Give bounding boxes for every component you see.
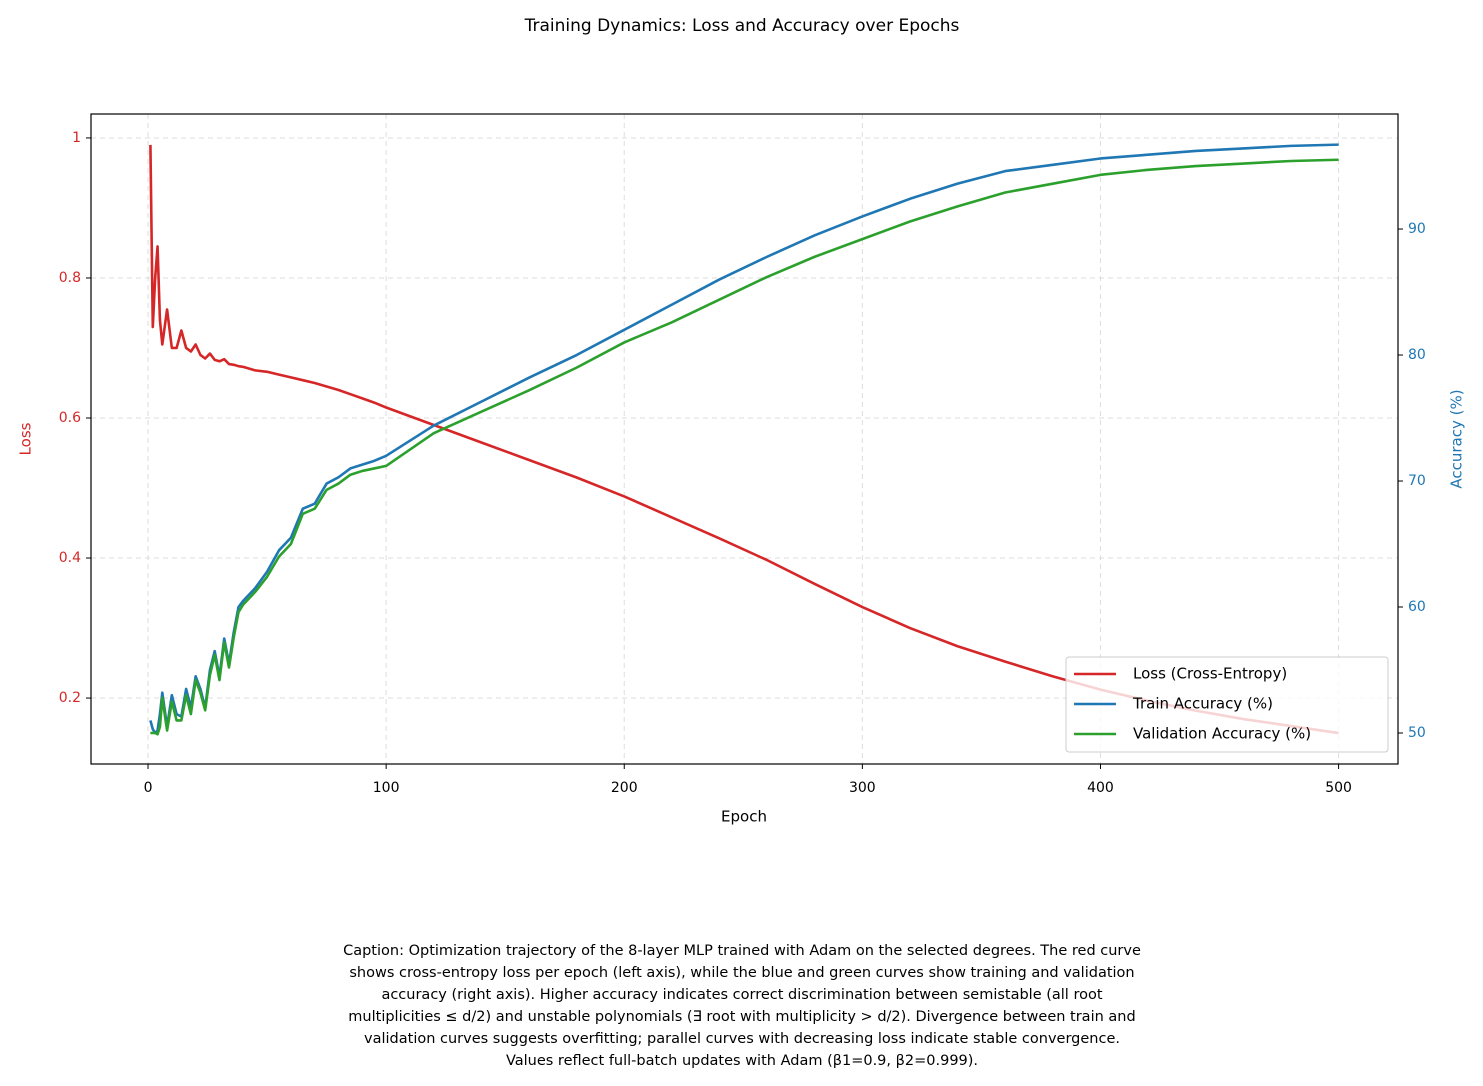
- legend-label: Train Accuracy (%): [1132, 695, 1273, 713]
- x-tick-label: 500: [1325, 780, 1352, 796]
- y2-axis-label: Accuracy (%): [1448, 389, 1466, 488]
- series-line: [149, 144, 1339, 735]
- x-axis-label: Epoch: [721, 808, 767, 826]
- y-tick-label: 1: [72, 130, 81, 146]
- y-tick-label: 0.2: [59, 690, 81, 706]
- x-tick-label: 200: [611, 780, 638, 796]
- y2-tick-label: 60: [1408, 599, 1426, 615]
- caption-line: Values reflect full-batch updates with A…: [506, 1053, 978, 1069]
- plot-frame: [90, 113, 1399, 765]
- series-line: [149, 143, 1339, 735]
- y-tick-label: 0.8: [59, 270, 81, 286]
- legend-box: [1065, 656, 1389, 753]
- x-tick-label: 0: [144, 780, 153, 796]
- caption-line: validation curves suggests overfitting; …: [364, 1031, 1120, 1047]
- caption-line: multiplicities ≤ d/2) and unstable polyn…: [348, 1009, 1135, 1025]
- y2-tick-label: 70: [1408, 473, 1426, 489]
- y2-tick-label: 50: [1408, 725, 1426, 741]
- y-tick-label: 0.6: [59, 410, 81, 426]
- y-axis-label: Loss: [17, 422, 35, 455]
- caption-line: accuracy (right axis). Higher accuracy i…: [381, 987, 1102, 1003]
- series-line: [150, 158, 1339, 736]
- x-tick-label: 100: [373, 780, 400, 796]
- chart-title: Training Dynamics: Loss and Accuracy ove…: [524, 16, 960, 36]
- y-tick-label: 0.4: [59, 550, 81, 566]
- y2-tick-label: 80: [1408, 347, 1426, 363]
- caption-line: Caption: Optimization trajectory of the …: [343, 943, 1141, 959]
- legend-label: Validation Accuracy (%): [1133, 725, 1311, 743]
- caption-line: shows cross-entropy loss per epoch (left…: [349, 965, 1134, 981]
- x-tick-label: 300: [849, 780, 876, 796]
- legend-label: Loss (Cross-Entropy): [1133, 665, 1287, 683]
- y2-tick-label: 90: [1408, 221, 1426, 237]
- x-tick-label: 400: [1087, 780, 1114, 796]
